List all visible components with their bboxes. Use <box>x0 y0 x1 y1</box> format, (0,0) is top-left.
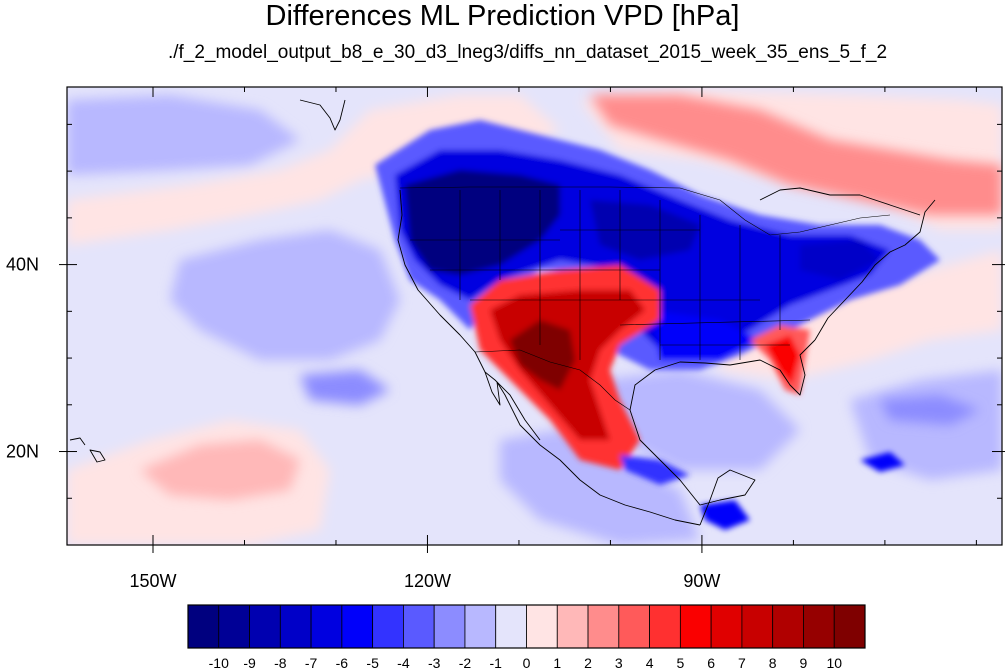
field-patch-blue-gulf <box>600 370 800 470</box>
axis-tick-labels: 150W 120W 90W 20N 40N <box>6 255 720 591</box>
colorbar-swatch <box>279 604 312 649</box>
field-patch-blue-north <box>67 95 300 175</box>
colorbar-swatch <box>649 604 681 649</box>
field-patch-light-red-northeast <box>590 95 1002 215</box>
field-patch-dark-red-core <box>510 320 575 390</box>
colorbar-label: 7 <box>738 655 746 671</box>
colorbar-swatch <box>679 604 712 649</box>
lon-tick-label: 150W <box>129 571 176 591</box>
colorbar-label: -9 <box>243 655 256 671</box>
coastline-hawaii <box>69 437 106 463</box>
colorbar-swatch <box>372 604 404 649</box>
field-patch-mid-blue-pacific <box>300 370 390 405</box>
colorbar-label: 0 <box>523 655 531 671</box>
colorbar-label: -6 <box>336 655 349 671</box>
colorbar-label: -7 <box>305 655 318 671</box>
field-medium-patches <box>140 95 1002 500</box>
coastline-mexico-gulf <box>629 369 756 526</box>
field-land-anomaly <box>375 120 940 530</box>
colorbar-label: -2 <box>459 655 472 671</box>
colorbar-label: -8 <box>274 655 287 671</box>
coastline-baja <box>484 371 541 441</box>
colorbar-label: 5 <box>676 655 684 671</box>
colorbar-swatch <box>341 604 374 649</box>
colorbar-label: 2 <box>584 655 592 671</box>
colorbar-swatch <box>556 604 589 649</box>
colorbar-label: -5 <box>366 655 379 671</box>
axis-ticks <box>59 87 1005 553</box>
colorbar-frame <box>187 604 866 649</box>
colorbar-label: 8 <box>769 655 777 671</box>
colorbar-label: 9 <box>800 655 808 671</box>
colorbar-swatch <box>772 604 804 649</box>
coastline-gulf-of-mexico <box>654 339 816 396</box>
border-us-canada <box>399 186 891 236</box>
lon-tick-label: 90W <box>683 571 720 591</box>
plot-frame <box>66 86 1003 546</box>
map-subtitle: ./f_2_model_output_b8_e_30_d3_lneg3/diff… <box>167 42 888 63</box>
colorbar-swatch <box>833 604 866 649</box>
field-patch-blue-mexico <box>500 430 700 545</box>
colorbar-swatch <box>710 604 743 649</box>
colorbar-label: 4 <box>646 655 654 671</box>
colorbar-label: 6 <box>707 655 715 671</box>
colorbar-swatch <box>464 604 497 649</box>
colorbar-label: 10 <box>826 655 842 671</box>
colorbar: -10 -9 -8 -7 -6 -5 -4 -3 -2 -1 0 1 2 3 4 5 6 7 8 9 10 <box>187 604 866 671</box>
colorbar-swatch <box>403 604 435 649</box>
colorbar-swatch <box>526 604 558 649</box>
colorbar-label: 3 <box>615 655 623 671</box>
lat-tick-label: 20N <box>6 442 39 462</box>
field-patch-blue-south <box>650 310 760 360</box>
field-patch-blue-caribbean-2 <box>700 500 750 530</box>
field-patch-mid-blue-atlantic <box>880 395 980 425</box>
lat-tick-label: 40N <box>6 255 39 275</box>
border-us-mexico <box>474 349 631 411</box>
coastline-pacific <box>397 189 701 526</box>
coastline-alaska-panhandle <box>299 99 346 131</box>
colorbar-swatch <box>803 604 835 649</box>
field-patch-blue-atlantic <box>850 370 1002 480</box>
colorbar-label: -4 <box>397 655 410 671</box>
colorbar-label: -1 <box>490 655 503 671</box>
colorbar-swatch <box>310 604 343 649</box>
field-patch-navy-northeast <box>800 240 880 280</box>
colorbar-swatch <box>587 604 620 649</box>
coastline-atlantic <box>814 199 936 341</box>
lon-tick-label: 120W <box>404 571 451 591</box>
colorbar-swatch <box>187 604 220 649</box>
colorbar-swatch <box>433 604 466 649</box>
field-patch-navy-west <box>405 170 560 275</box>
field-patch-blue-caribbean-1 <box>860 452 905 472</box>
colorbar-swatch <box>218 604 250 649</box>
field-patch-red-southeast-inner <box>765 335 800 385</box>
field-patch-blue-pacific <box>170 230 400 360</box>
field-patch-salmon-south <box>140 440 300 500</box>
colorbar-swatch <box>495 604 527 649</box>
field-patch-blue-caribbean-3 <box>620 455 690 485</box>
colorbar-swatch <box>249 604 281 649</box>
coastlines <box>69 99 936 526</box>
colorbar-swatch <box>741 604 774 649</box>
colorbar-swatch <box>618 604 650 649</box>
colorbar-label: -10 <box>209 655 229 671</box>
plot-area <box>67 87 1002 545</box>
state-lines-horizontal <box>410 229 811 346</box>
state-lines-vertical <box>459 190 781 360</box>
map-title: Differences ML Prediction VPD [hPa] <box>265 0 740 32</box>
coastline-hudson-region <box>759 187 921 216</box>
colorbar-label: -3 <box>428 655 441 671</box>
political-boundaries <box>399 186 891 411</box>
colorbar-label: 1 <box>553 655 561 671</box>
